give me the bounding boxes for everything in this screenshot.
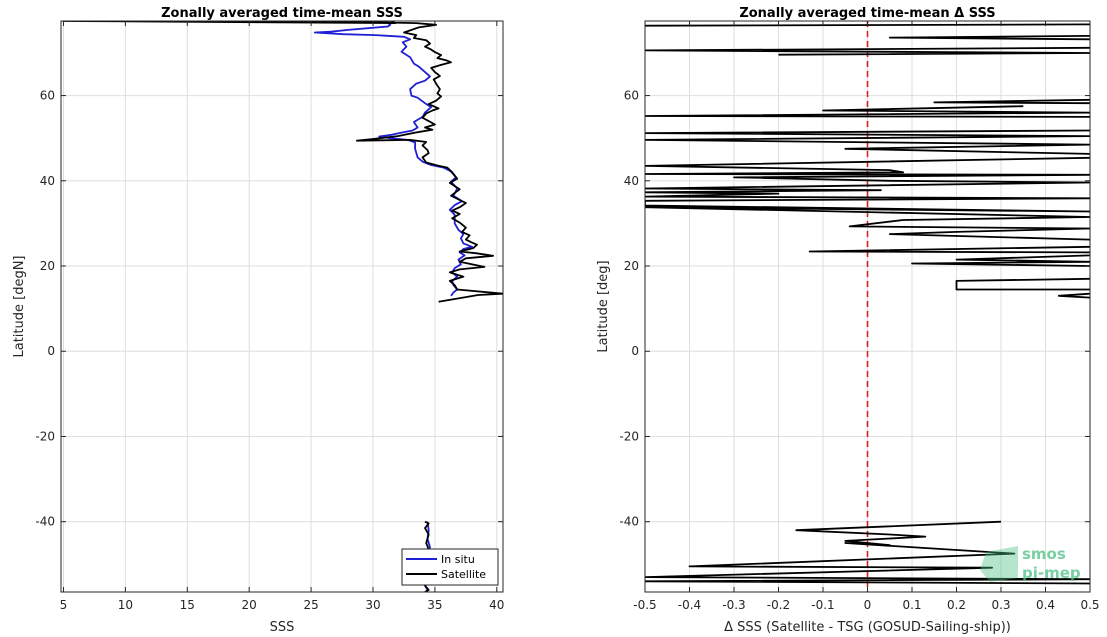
sss-ticks: 5 10 15 20 25 30 35 40 -40 -20 0 20 40 60 (35, 21, 504, 612)
legend-satellite-label: Satellite (441, 568, 486, 581)
delta-x-tick-label: 0.5 (1080, 598, 1099, 612)
sss-y-tick-label: 60 (40, 89, 55, 103)
watermark-line-1: smos (1022, 545, 1066, 563)
delta-y-tick-label: 20 (624, 259, 639, 273)
sss-x-tick-label: 15 (180, 598, 195, 612)
delta-y-tick-label: 0 (631, 344, 639, 358)
legend: In situ Satellite (401, 548, 499, 586)
delta-series-delta-line (645, 129, 1090, 155)
delta-y-axis-label: Latitude [deg] (596, 260, 611, 352)
sss-y-tick-label: -20 (35, 429, 55, 443)
delta-y-tick-label: -40 (619, 515, 639, 529)
sss-plot-area (62, 21, 503, 592)
sss-panel: 5 10 15 20 25 30 35 40 -40 -20 0 20 40 60 Zonally ave… (12, 6, 504, 635)
sss-y-tick-label: 40 (40, 174, 55, 188)
sss-grid (61, 21, 503, 592)
delta-x-tick-label: 0.3 (991, 598, 1010, 612)
delta-series-delta-line (645, 520, 1090, 585)
delta-chart-title: Zonally averaged time-mean Δ SSS (739, 6, 995, 21)
delta-series-delta-line (645, 46, 1090, 56)
delta-series-delta-line (645, 105, 1090, 118)
watermark-line-2: pi-mep (1022, 564, 1081, 582)
delta-x-tick-label: -0.4 (678, 598, 701, 612)
delta-series-delta-line (1057, 292, 1090, 299)
sss-x-tick-label: 40 (489, 598, 504, 612)
sss-y-tick-label: -40 (35, 515, 55, 529)
sss-chart-title: Zonally averaged time-mean SSS (161, 6, 403, 21)
delta-series-group (645, 21, 1090, 592)
delta-series-delta-line (645, 156, 1090, 241)
legend-in-situ-label: In situ (441, 553, 475, 566)
delta-x-tick-label: -0.3 (722, 598, 745, 612)
delta-series-delta-line (888, 35, 1090, 41)
sss-x-tick-label: 5 (60, 598, 68, 612)
sss-y-tick-label: 20 (40, 259, 55, 273)
delta-x-tick-label: 0 (864, 598, 872, 612)
sss-x-tick-label: 35 (427, 598, 442, 612)
sss-series-group (62, 21, 503, 592)
sss-x-tick-label: 25 (303, 598, 318, 612)
legend-box (401, 548, 499, 586)
delta-ticks: -0.5 -0.4 -0.3 -0.2 -0.1 0 0.1 0.2 0.3 0.4 0.5 -40 -… (619, 21, 1100, 612)
sss-y-axis-label: Latitude [degN] (12, 255, 27, 357)
delta-sss-panel: -0.5 -0.4 -0.3 -0.2 -0.1 0 0.1 0.2 0.3 0.4 0.5 -40 -… (596, 6, 1100, 635)
delta-x-tick-label: 0.4 (1036, 598, 1055, 612)
sss-x-tick-label: 30 (365, 598, 380, 612)
delta-y-tick-label: -20 (619, 429, 639, 443)
delta-series-delta-line (808, 245, 1090, 254)
delta-x-tick-label: -0.5 (633, 598, 656, 612)
delta-x-tick-label: 0.2 (947, 598, 966, 612)
sss-x-tick-label: 20 (242, 598, 257, 612)
sss-axes-frame (60, 20, 504, 593)
delta-x-tick-label: 0.1 (902, 598, 921, 612)
sss-x-axis-label: SSS (270, 620, 295, 635)
sss-x-tick-label: 10 (118, 598, 133, 612)
delta-series-delta-line (955, 277, 1090, 291)
delta-x-tick-label: -0.1 (811, 598, 834, 612)
delta-plot-area (645, 21, 1090, 592)
delta-x-axis-label: Δ SSS (Satellite - TSG (GOSUD-Sailing-sh… (724, 620, 1011, 635)
watermark-logo-shape (980, 546, 1018, 582)
delta-series-delta-line (911, 254, 1090, 267)
delta-y-tick-label: 60 (624, 89, 639, 103)
smos-pi-mep-watermark: smos pi-mep (980, 545, 1081, 582)
delta-y-tick-label: 40 (624, 174, 639, 188)
sss-y-tick-label: 0 (47, 344, 55, 358)
delta-x-tick-label: -0.2 (767, 598, 790, 612)
sss-series-satellite-line (62, 21, 503, 303)
delta-series-delta-line (933, 98, 1090, 105)
